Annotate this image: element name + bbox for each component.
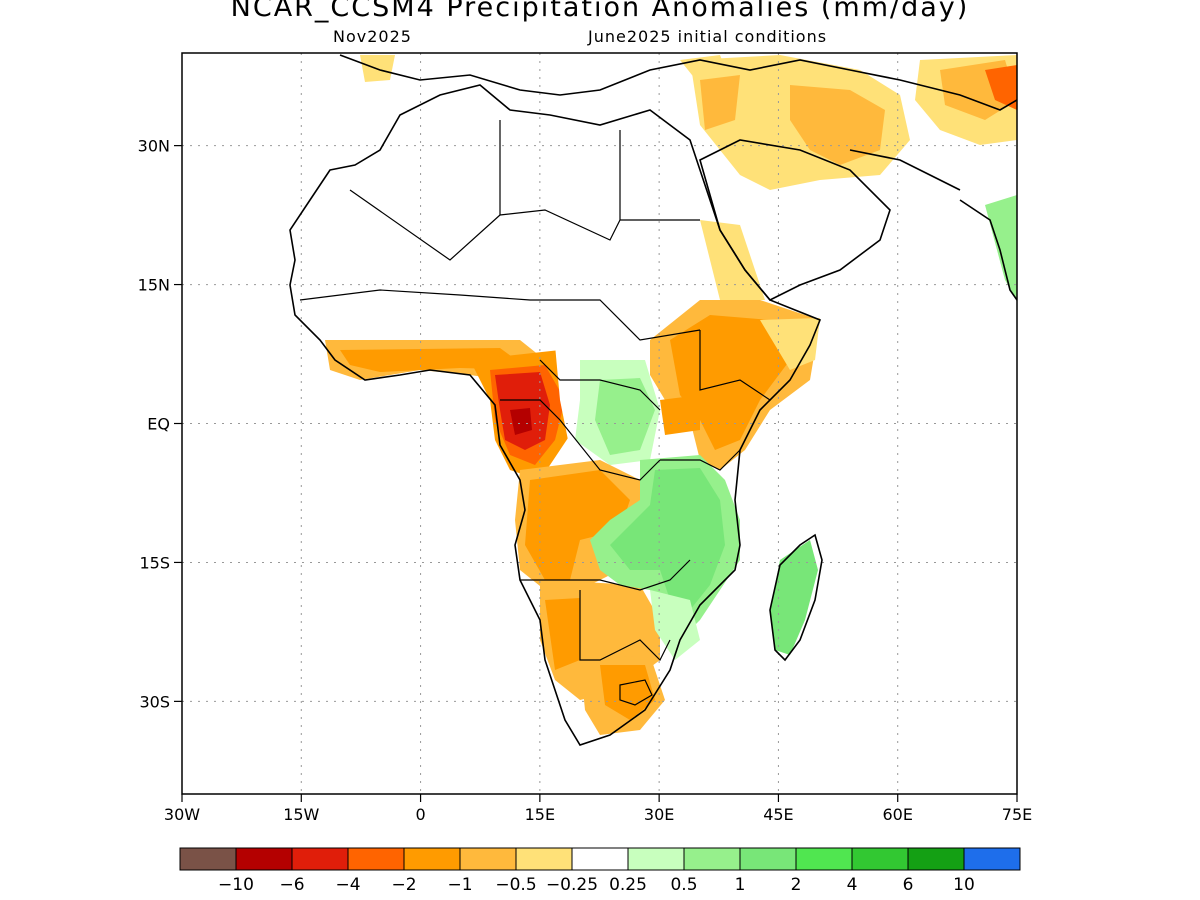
colorbar-label: 0.25 — [609, 875, 647, 895]
colorbar-swatch — [683, 847, 741, 871]
x-tick-label: 0 — [415, 805, 425, 824]
colorbar-label: −1 — [447, 875, 472, 895]
africa-coastline — [289, 84, 822, 746]
border-sahara-2 — [499, 209, 700, 241]
madagascar-coastline — [769, 533, 823, 662]
east-mediterranean-dry — [700, 75, 740, 130]
colorbar-swatch — [515, 847, 573, 871]
colorbar-swatch — [403, 847, 461, 871]
colorbar-swatch — [347, 847, 405, 871]
namibia-dry-2 — [545, 598, 580, 670]
india-coastline — [959, 199, 1017, 301]
y-axis: 30N 15N EQ 15S 30S — [138, 137, 182, 711]
angola-dry-2 — [525, 470, 630, 580]
colorbar-label: 0.5 — [670, 875, 697, 895]
colorbar-swatch — [627, 847, 685, 871]
y-tick-label: 30S — [139, 692, 170, 711]
madagascar-wet — [770, 540, 818, 655]
india-wet — [985, 195, 1017, 300]
border-east-1 — [699, 330, 771, 401]
border-southern-1 — [520, 559, 691, 591]
iran-coast — [849, 149, 961, 191]
x-tick-label: 45E — [763, 805, 793, 824]
colorbar-label: 1 — [735, 875, 746, 895]
colorbar-label: −6 — [279, 875, 304, 895]
x-tick-label: 15W — [283, 805, 319, 824]
border-libya-egypt — [499, 120, 621, 220]
border-sahara-1 — [349, 189, 501, 261]
grid-layer — [182, 53, 1017, 794]
south-africa-dry-2 — [600, 665, 655, 720]
colorbar-label: 6 — [903, 875, 914, 895]
x-tick-label: 75E — [1002, 805, 1032, 824]
horn-of-africa-dry — [760, 318, 820, 370]
arabia-coastline — [699, 139, 891, 301]
lesotho-border — [619, 679, 653, 706]
lake-victoria-dry — [660, 395, 700, 435]
colorbar-swatch — [291, 847, 349, 871]
x-tick-label: 30W — [164, 805, 200, 824]
colorbar-label: −4 — [335, 875, 360, 895]
x-tick-label: 30E — [644, 805, 674, 824]
colorbar-label: −2 — [391, 875, 416, 895]
colorbar-swatch — [795, 847, 853, 871]
colorbar-label: 4 — [847, 875, 858, 895]
europe-asia-coast — [339, 54, 1017, 111]
central-africa-wet-3 — [595, 378, 655, 455]
colorbar-swatch — [907, 847, 965, 871]
map-plot-area — [182, 53, 1017, 794]
colorbar-swatch — [851, 847, 909, 871]
colorbar-label: 2 — [791, 875, 802, 895]
colorbar-label: −10 — [218, 875, 254, 895]
southeast-africa-wet-2 — [610, 468, 725, 610]
initial-conditions: June2025 initial conditions — [588, 27, 828, 46]
forecast-month: Nov2025 — [333, 27, 412, 46]
colorbar-swatch — [459, 847, 517, 871]
colorbar-swatch — [739, 847, 797, 871]
colorbar-swatch — [963, 847, 1021, 871]
chart-title: NCAR_CCSM4 Precipitation Anomalies (mm/d… — [230, 0, 970, 23]
red-sea-dry — [700, 220, 765, 300]
colorbar: −10 −6 −4 −2 −1 −0.5 −0.25 0.25 0.5 1 2 4 6 10 — [179, 847, 1021, 895]
border-central-2 — [500, 399, 661, 481]
x-tick-label: 15E — [525, 805, 555, 824]
x-axis: 30W 15W 0 15E 30E 45E 60E 75E — [164, 794, 1032, 824]
colorbar-label: −0.5 — [495, 875, 536, 895]
colorbar-label: −0.25 — [546, 875, 598, 895]
border-central-1 — [539, 359, 661, 411]
colorbar-swatch — [179, 847, 237, 871]
iran-dry — [790, 85, 885, 165]
border-east-2 — [660, 449, 741, 471]
colorbar-swatch — [571, 847, 629, 871]
top-right-very-dry — [985, 65, 1017, 110]
colorbar-label: 10 — [953, 875, 975, 895]
y-tick-label: EQ — [147, 415, 170, 434]
border-sahel — [299, 289, 701, 341]
border-southern-2 — [579, 590, 671, 662]
anomaly-layer — [325, 55, 1017, 735]
y-tick-label: 15N — [138, 276, 170, 295]
colorbar-swatch — [235, 847, 293, 871]
mediterranean-dry — [680, 55, 730, 85]
x-tick-label: 60E — [882, 805, 912, 824]
coastlines — [289, 54, 1017, 746]
mozambique-wet — [650, 590, 700, 660]
y-tick-label: 15S — [139, 553, 170, 572]
congo-core-extreme — [510, 408, 532, 435]
y-tick-label: 30N — [138, 137, 170, 156]
